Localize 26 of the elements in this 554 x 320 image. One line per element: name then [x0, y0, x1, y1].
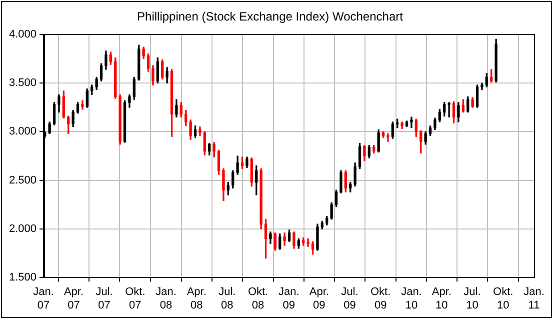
x-tick-label: Jan. 11	[524, 286, 544, 312]
candlestick	[448, 102, 450, 118]
x-tick-label: Jul. 08	[218, 286, 236, 312]
x-tick-label: Apr. 08	[186, 286, 206, 312]
x-tick-label: Okt. 07	[125, 286, 146, 312]
x-tick-label: Jan. 09	[278, 286, 300, 312]
x-tick-label: Jan. 10	[401, 286, 422, 312]
y-tick-label: 3.000	[8, 126, 37, 138]
x-tick-label: Apr. 09	[309, 286, 329, 312]
x-tick-label: Jan. 07	[33, 286, 54, 312]
y-tick-label: 1.500	[8, 272, 37, 284]
x-tick-label: Jul. 09	[341, 286, 358, 312]
x-tick-label: Okt. 09	[370, 286, 391, 312]
y-tick-label: 4.000	[8, 28, 37, 40]
y-tick-label: 3.500	[8, 77, 37, 90]
x-tick-label: Jul. 10	[464, 286, 481, 312]
x-tick-label: Jul. 07	[96, 286, 113, 312]
x-tick-label: Apr. 10	[432, 286, 452, 312]
chart-title: Phillippinen (Stock Exchange Index) Wochenchart	[137, 10, 404, 24]
x-tick-label: Jan. 08	[156, 286, 176, 312]
x-tick-label: Okt. 08	[248, 286, 268, 312]
candlestick	[306, 238, 310, 247]
y-tick-label: 2.500	[8, 174, 37, 186]
x-tick-label: Okt. 10	[493, 286, 514, 312]
y-tick-label: 2.000	[8, 222, 37, 235]
x-tick-label: Apr. 07	[64, 286, 84, 312]
